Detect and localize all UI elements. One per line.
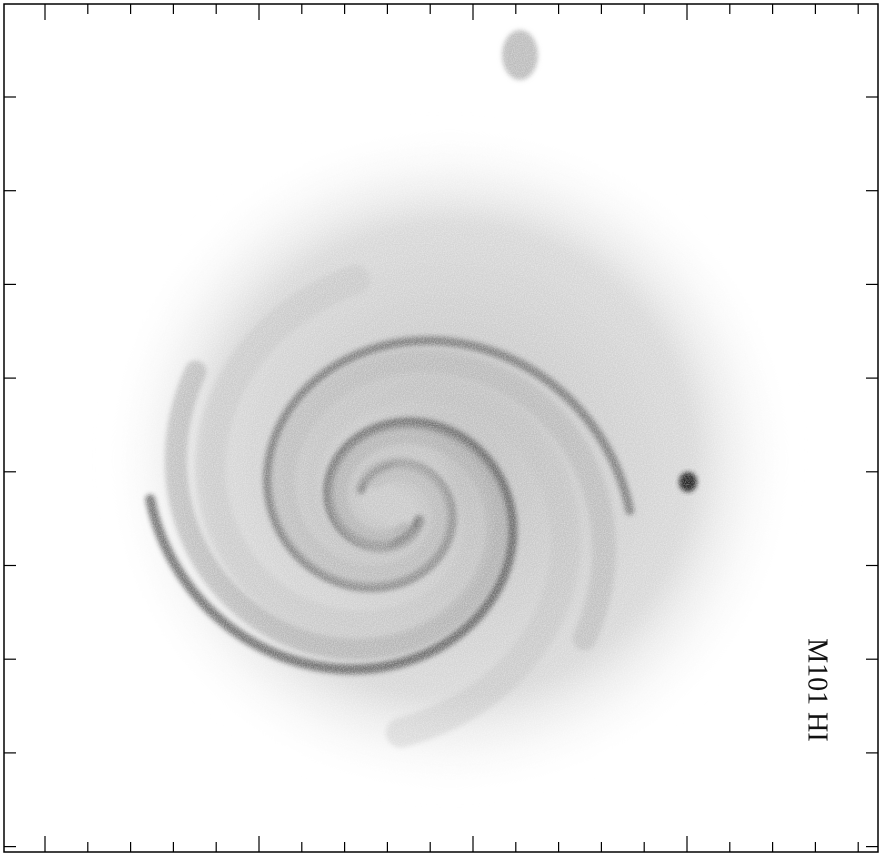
image-label: M101 HI <box>802 638 833 741</box>
ticks <box>4 4 878 852</box>
frame <box>3 3 879 853</box>
